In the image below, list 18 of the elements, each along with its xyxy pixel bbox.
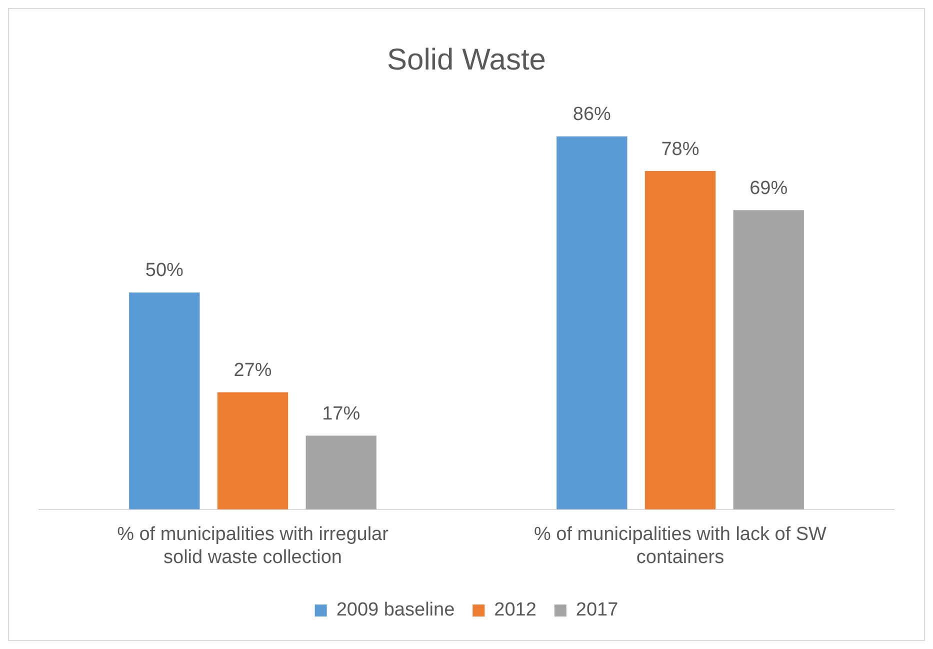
bar (306, 436, 376, 510)
legend-label: 2017 (576, 600, 618, 621)
x-tick-label: % of municipalities with lack of SW containers (534, 524, 827, 568)
chart-title: Solid Waste (387, 43, 546, 76)
data-label: 50% (145, 260, 184, 282)
bar (733, 210, 804, 510)
bar (129, 292, 200, 510)
data-label: 78% (661, 138, 700, 160)
data-label: 17% (322, 403, 360, 424)
bar (217, 392, 288, 510)
data-label: 86% (572, 104, 612, 126)
bar (556, 136, 628, 510)
legend-label: 2009 baseline (336, 600, 455, 621)
legend-label: 2012 (494, 600, 536, 621)
data-label: 69% (750, 178, 788, 199)
x-tick-label: % of municipalities with irregular solid waste collection (117, 524, 390, 568)
data-label: 27% (234, 360, 272, 382)
bar (644, 171, 716, 510)
